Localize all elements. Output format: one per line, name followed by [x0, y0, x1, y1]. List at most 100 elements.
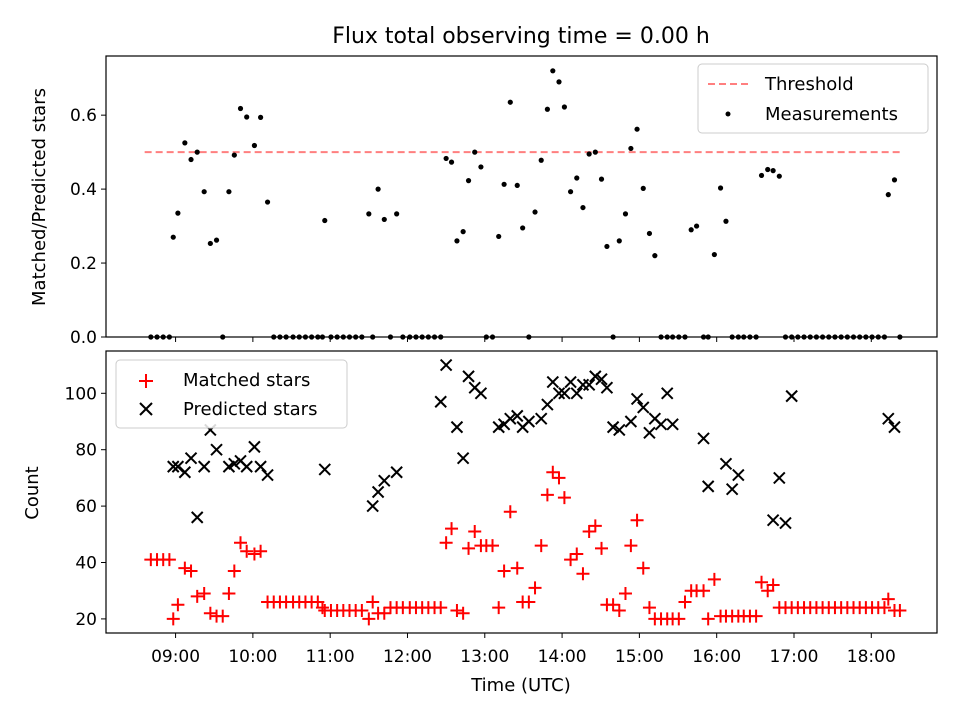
- matched-star-marker: [227, 564, 241, 578]
- measurement-point: [194, 149, 200, 155]
- matched-star-marker: [377, 606, 391, 620]
- predicted-star-marker: [210, 443, 223, 456]
- matched-star-marker: [462, 541, 476, 555]
- matched-star-marker: [216, 609, 230, 623]
- time-xtick-label: 09:00: [151, 647, 200, 667]
- predicted-star-marker: [558, 387, 571, 400]
- measurement-point: [711, 251, 717, 258]
- matched-star-marker: [588, 519, 602, 533]
- predicted-star-marker: [254, 460, 267, 473]
- predicted-star-marker: [439, 358, 453, 372]
- predicted-star-marker: [228, 457, 241, 471]
- legend-measurements-label: Measurements: [765, 104, 898, 125]
- time-xtick-label: 12:00: [383, 647, 432, 667]
- matched-star-marker: [534, 539, 548, 553]
- predicted-star-marker: [725, 482, 739, 496]
- ratio-ytick-label: 0.2: [70, 254, 97, 274]
- measurement-point: [244, 114, 250, 120]
- predicted-star-marker: [661, 387, 674, 400]
- predicted-star-marker: [570, 387, 583, 400]
- matched-star-marker: [445, 522, 459, 536]
- predicted-star-marker: [888, 420, 901, 434]
- ratio-subplot-frame: [105, 55, 938, 338]
- predicted-star-marker: [261, 468, 274, 482]
- predicted-star-marker: [552, 387, 566, 400]
- measurement-point: [322, 217, 328, 224]
- matched-star-marker: [197, 587, 211, 601]
- matched-star-marker: [254, 544, 268, 558]
- predicted-star-marker: [666, 418, 679, 431]
- predicted-star-marker: [637, 401, 650, 414]
- matched-star-marker: [355, 603, 369, 617]
- matched-star-marker: [877, 601, 891, 615]
- matched-star-marker: [456, 606, 470, 620]
- predicted-star-marker: [318, 463, 331, 476]
- time-xtick-label: 17:00: [769, 647, 818, 667]
- predicted-star-marker: [701, 480, 715, 493]
- matched-star-marker: [881, 592, 895, 606]
- measurement-point: [478, 164, 484, 170]
- matched-star-marker: [552, 471, 566, 485]
- matched-star-marker: [697, 584, 711, 598]
- measurement-point: [465, 178, 472, 184]
- matched-star-marker: [510, 561, 524, 575]
- matched-star-marker: [570, 547, 584, 561]
- measurement-point: [213, 237, 220, 243]
- measurement-point: [532, 209, 538, 215]
- measurement-point: [717, 185, 724, 191]
- measurement-point: [628, 145, 634, 152]
- measurement-point: [646, 230, 653, 237]
- matched-star-marker: [315, 601, 329, 615]
- matched-star-marker: [766, 578, 780, 592]
- matched-star-marker: [366, 595, 380, 609]
- measurement-point: [175, 210, 181, 216]
- measurement-point: [616, 238, 622, 244]
- time-xtick-label: 14:00: [538, 647, 587, 667]
- matched-star-marker: [162, 553, 176, 567]
- time-xtick-labels: 09:00 10:00 11:00 12:00 13:00 14:00 15:00 16:00…: [151, 633, 896, 667]
- predicted-star-marker: [613, 423, 626, 437]
- matched-star-marker: [184, 564, 198, 578]
- predicted-star-marker: [541, 398, 554, 411]
- measurement-point: [251, 142, 258, 149]
- matched-star-marker: [636, 561, 650, 575]
- figure-title: Flux total observing time = 0.00 h: [332, 24, 710, 49]
- matched-star-marker: [893, 603, 907, 617]
- predicted-star-marker: [197, 460, 211, 473]
- predicted-star-marker: [630, 392, 644, 406]
- matched-star-marker: [492, 601, 506, 615]
- measurement-point: [496, 233, 502, 240]
- measurement-point: [634, 126, 640, 132]
- matched-star-marker: [630, 513, 644, 527]
- measurement-point: [375, 186, 381, 192]
- measurement-point: [454, 238, 460, 244]
- legend-predicted-swatch: [139, 402, 153, 416]
- measurement-point: [693, 223, 700, 229]
- predicted-star-marker: [882, 412, 895, 425]
- measurement-point: [574, 175, 580, 181]
- measurement-point: [891, 177, 898, 183]
- predicted-star-marker: [564, 375, 577, 389]
- measurement-point: [688, 227, 694, 233]
- ratio-subplot: 0.0 0.2 0.4 0.6 Matched/Predicted stars Thr…: [29, 55, 938, 348]
- count-legend-box: [115, 359, 348, 429]
- matched-star-marker: [678, 595, 692, 609]
- matched-star-marker: [606, 598, 620, 612]
- time-xtick-label: 15:00: [615, 647, 664, 667]
- matched-star-marker: [672, 612, 686, 626]
- predicted-star-marker: [624, 415, 638, 428]
- matched-star-marker: [642, 601, 656, 615]
- matched-star-marker: [582, 524, 596, 538]
- predicted-star-marker: [589, 370, 602, 383]
- matched-star-marker: [486, 539, 500, 553]
- matched-star-marker: [595, 541, 609, 555]
- measurement-point: [501, 181, 507, 187]
- matched-star-marker: [522, 595, 536, 609]
- measurement-point: [652, 253, 658, 259]
- matched-star-marker: [755, 575, 769, 589]
- measurement-point: [264, 199, 271, 205]
- measurement-point: [567, 189, 574, 195]
- matched-star-marker: [576, 567, 590, 581]
- predicted-star-marker: [450, 420, 464, 434]
- count-ytick-label: 60: [75, 497, 97, 517]
